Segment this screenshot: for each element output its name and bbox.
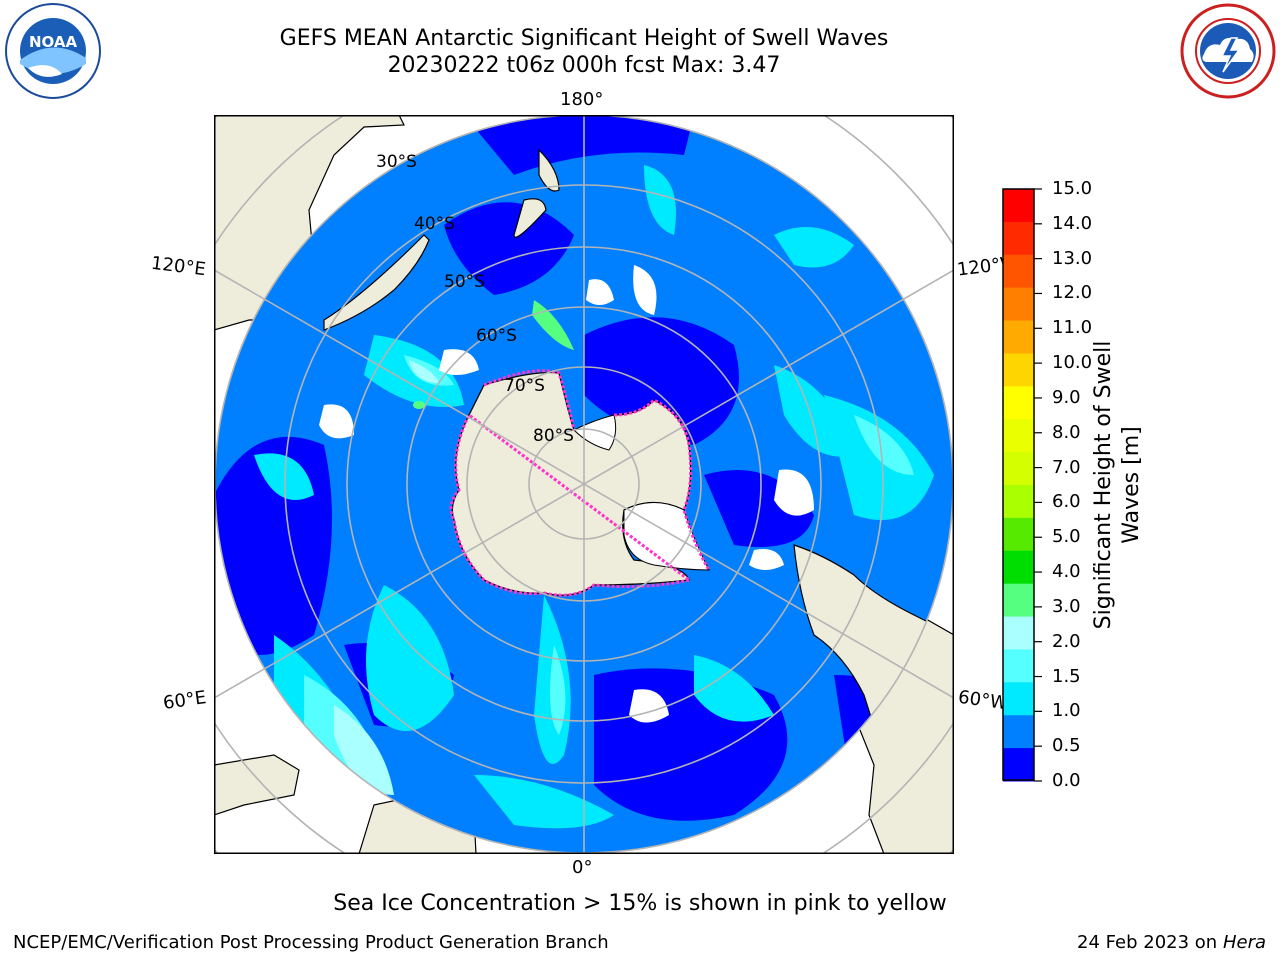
- colorbar-block: [1003, 616, 1034, 650]
- colorbar-tick-label: 8.0: [1052, 421, 1081, 443]
- lat-label-80s: 80°S: [533, 426, 574, 446]
- colorbar-block: [1003, 715, 1034, 749]
- map-frame: [214, 115, 954, 854]
- lon-label-180: 180°: [560, 89, 604, 110]
- colorbar-block: [1003, 517, 1034, 552]
- colorbar-tick-label: 12.0: [1052, 282, 1093, 304]
- colorbar-tick-label: 1.5: [1052, 665, 1081, 687]
- colorbar-tick-label: 14.0: [1052, 212, 1093, 234]
- colorbar-label: Significant Height of Swell Waves [m]: [1091, 340, 1144, 630]
- colorbar-block: [1003, 748, 1034, 782]
- colorbar-block: [1003, 583, 1034, 618]
- colorbar-block: [1003, 221, 1034, 256]
- colorbar-block: [1003, 485, 1034, 519]
- chart-title: GEFS MEAN Antarctic Significant Height o…: [279, 26, 889, 51]
- lat-label-30s: 30°S: [376, 152, 417, 172]
- colorbar-tick-label: 2.0: [1052, 630, 1081, 652]
- noaa-logo-text: NOAA: [29, 33, 78, 51]
- colorbar-tick-label: 1.0: [1052, 700, 1081, 722]
- lat-label-50s: 50°S: [444, 272, 485, 292]
- colorbar-block: [1003, 419, 1034, 453]
- colorbar-block: [1003, 386, 1034, 420]
- lon-label-0: 0°: [572, 857, 593, 878]
- latitude-labels: 30°S 40°S 50°S 60°S 70°S 80°S: [376, 152, 574, 446]
- ross-ice-shelf: [573, 414, 617, 451]
- lon-label-60e: 60°E: [161, 687, 208, 714]
- credit-line: NCEP/EMC/Verification Post Processing Pr…: [13, 932, 609, 953]
- host-name: Hera: [1222, 932, 1266, 953]
- colorbar-block: [1003, 550, 1034, 585]
- colorbar-block: [1003, 320, 1034, 354]
- colorbar-tick-label: 7.0: [1052, 456, 1081, 478]
- colorbar-block: [1003, 649, 1034, 683]
- colorbar-tick-label: 4.0: [1052, 561, 1081, 583]
- colorbar-tick-label: 10.0: [1052, 352, 1093, 374]
- colorbar-tick-label: 6.0: [1052, 491, 1081, 513]
- date-text: 24 Feb 2023 on: [1077, 932, 1218, 953]
- sea-ice-note: Sea Ice Concentration > 15% is shown in …: [333, 891, 947, 916]
- colorbar-tick-label: 9.0: [1052, 386, 1081, 408]
- colorbar-tick-label: 0.0: [1052, 770, 1081, 791]
- colorbar-block: [1003, 682, 1034, 716]
- noaa-logo-icon: NOAA: [5, 3, 101, 99]
- colorbar-tick-label: 13.0: [1052, 247, 1093, 269]
- colorbar-block: [1003, 254, 1034, 289]
- peak-swell-spot: [413, 401, 425, 409]
- highest-swell-zones: [334, 360, 439, 795]
- colorbar: [1002, 188, 1042, 782]
- colorbar-tick-label: 11.0: [1052, 317, 1093, 339]
- nws-logo-icon: [1180, 3, 1276, 99]
- lat-label-40s: 40°S: [414, 214, 455, 234]
- colorbar-tick-label: 0.5: [1052, 735, 1081, 757]
- colorbar-tick-label: 3.0: [1052, 595, 1081, 617]
- colorbar-tick-label: 15.0: [1052, 178, 1093, 199]
- lat-label-60s: 60°S: [476, 326, 517, 346]
- lon-label-120e: 120°E: [149, 252, 207, 281]
- polar-map: 30°S 40°S 50°S 60°S 70°S 80°S: [214, 115, 954, 854]
- colorbar-tick-label: 5.0: [1052, 526, 1081, 548]
- colorbar-block: [1003, 452, 1034, 486]
- date-line: 24 Feb 2023 on Hera: [1077, 932, 1266, 953]
- chart-subtitle: 20230222 t06z 000h fcst Max: 3.47: [387, 53, 781, 78]
- colorbar-block: [1003, 287, 1034, 322]
- lat-label-70s: 70°S: [504, 376, 545, 396]
- colorbar-block: [1003, 353, 1034, 387]
- colorbar-block: [1003, 189, 1034, 223]
